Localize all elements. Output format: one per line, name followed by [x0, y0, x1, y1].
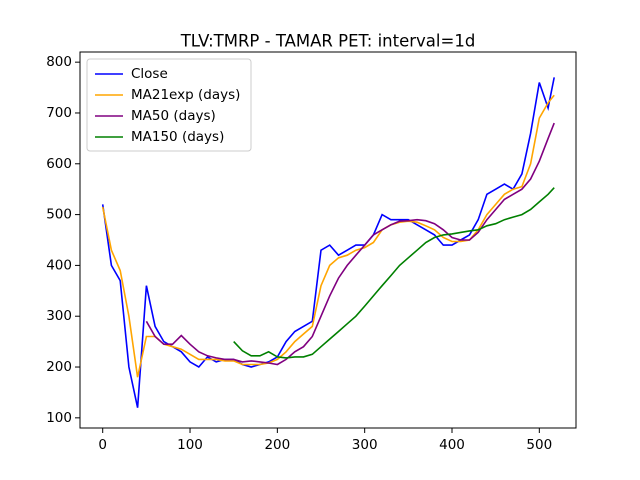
y-tick-label: 600: [46, 156, 72, 172]
x-tick-label: 200: [264, 437, 290, 453]
y-tick-label: 400: [46, 257, 72, 273]
series-line: [101, 94, 555, 378]
legend-label: Close: [131, 66, 168, 82]
y-tick-label: 300: [46, 308, 72, 324]
series-line: [145, 122, 555, 366]
y-tick-label: 800: [46, 54, 72, 70]
series-line: [233, 187, 555, 359]
legend-label: MA21exp (days): [131, 87, 240, 103]
x-tick-label: 400: [439, 437, 465, 453]
y-tick-label: 200: [46, 359, 72, 375]
y-tick-label: 500: [46, 207, 72, 223]
chart-title: TLV:TMRP - TAMAR PET: interval=1d: [180, 32, 476, 51]
series-line: [101, 77, 555, 408]
y-tick-label: 700: [46, 105, 72, 121]
plot-frame: [79, 51, 577, 429]
x-tick-label: 100: [177, 437, 203, 453]
x-tick-label: 500: [526, 437, 552, 453]
legend-label: MA50 (days): [131, 108, 216, 124]
x-tick-label: 300: [352, 437, 378, 453]
y-tick-label: 100: [46, 410, 72, 426]
legend-box: [86, 58, 252, 152]
x-tick-label: 0: [98, 437, 107, 453]
legend-label: MA150 (days): [131, 129, 224, 145]
